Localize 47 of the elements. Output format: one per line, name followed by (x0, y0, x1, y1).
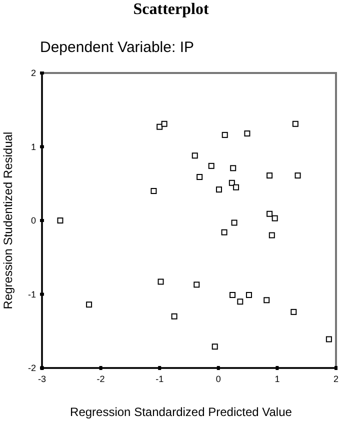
point (264, 297, 270, 304)
y-tick-label: 2 (30, 68, 36, 78)
point (156, 124, 163, 130)
x-tick-label: 1 (274, 374, 280, 384)
point (231, 220, 238, 226)
point (221, 229, 228, 236)
y-tick-label: -1 (28, 289, 36, 300)
point (266, 172, 273, 179)
point (228, 180, 235, 186)
point (233, 184, 240, 190)
point (194, 282, 200, 288)
point (216, 186, 222, 193)
x-tick-label: -2 (96, 374, 105, 384)
point (158, 278, 164, 285)
point (57, 218, 64, 224)
point (326, 336, 332, 342)
x-tick-label: 0 (216, 374, 221, 384)
y-tick-label: 1 (30, 142, 36, 152)
point (208, 162, 214, 169)
point (212, 344, 218, 350)
y-tick-label: -2 (28, 363, 36, 373)
y-axis-title: Regression Studentized Residual (1, 132, 15, 310)
point (230, 165, 236, 172)
point (266, 210, 273, 217)
point (246, 292, 252, 298)
point (171, 313, 178, 320)
point (290, 308, 297, 315)
x-tick-label: 2 (333, 374, 339, 384)
y-tick-label: 0 (30, 216, 36, 226)
point (86, 302, 92, 308)
point (268, 232, 275, 238)
point (237, 298, 244, 305)
x-axis-title: Regression Standardized Predicted Value (70, 405, 292, 419)
point (196, 174, 203, 180)
x-tick-label: -1 (156, 374, 164, 384)
x-tick-label: -3 (38, 374, 46, 384)
chart-subtitle: Dependent Variable: IP (40, 39, 194, 56)
point (294, 172, 301, 179)
point (272, 215, 278, 222)
point (230, 292, 236, 298)
point (222, 132, 228, 138)
point (192, 152, 198, 159)
point (292, 120, 298, 127)
point (161, 120, 168, 127)
point (244, 130, 250, 136)
chart-title: Scatterplot (133, 1, 210, 18)
point (150, 188, 157, 194)
